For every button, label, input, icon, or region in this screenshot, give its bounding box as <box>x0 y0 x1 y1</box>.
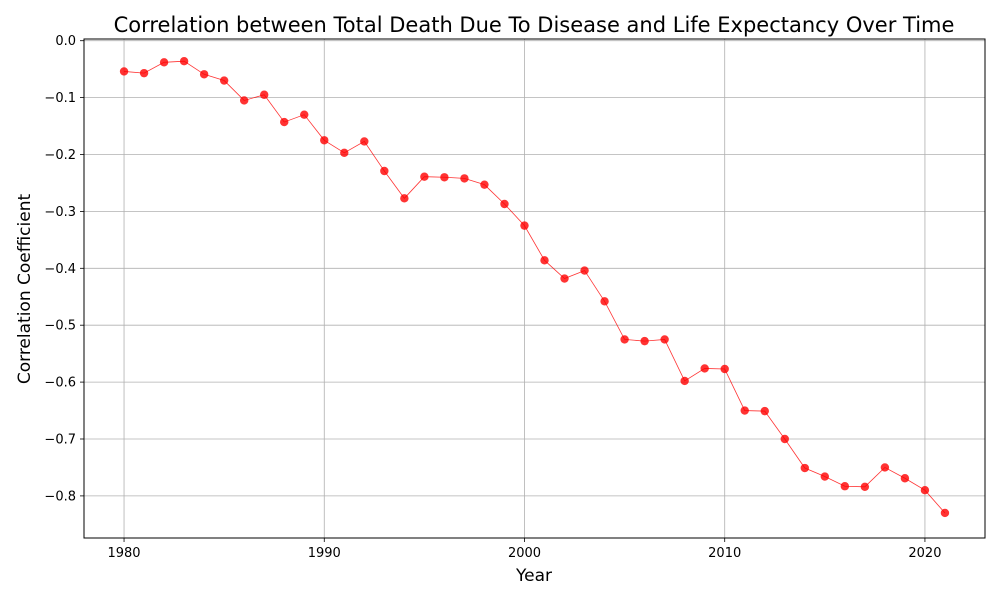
data-point <box>720 364 729 374</box>
data-point <box>460 174 469 183</box>
x-tick-label: 1990 <box>308 546 341 561</box>
data-point <box>560 274 569 283</box>
data-point <box>580 266 589 275</box>
x-tick-label: 1980 <box>107 546 140 561</box>
data-point <box>320 136 329 145</box>
y-axis-title: Correlation Coefficient <box>15 194 35 385</box>
data-point <box>139 68 149 78</box>
x-tick-label: 2000 <box>508 546 541 561</box>
y-tick-label: −0.7 <box>44 432 76 447</box>
grid <box>84 39 985 538</box>
data-point <box>199 70 209 79</box>
data-point <box>500 199 509 209</box>
y-tick-label: −0.5 <box>44 319 76 334</box>
data-point <box>159 58 169 67</box>
data-point <box>300 110 309 119</box>
y-tick-label: 0.0 <box>55 34 76 49</box>
data-point <box>360 137 369 146</box>
data-point <box>239 96 249 105</box>
data-point <box>400 194 409 203</box>
data-point <box>440 173 449 182</box>
series-line-group <box>119 56 950 518</box>
data-point <box>880 463 890 472</box>
data-point <box>340 148 349 157</box>
data-point <box>540 256 549 265</box>
data-point <box>920 486 930 495</box>
data-point <box>280 117 289 127</box>
data-point <box>680 376 689 386</box>
data-point <box>380 166 389 176</box>
data-point <box>520 221 529 230</box>
y-tick-label: −0.4 <box>44 262 76 277</box>
data-point <box>480 180 489 189</box>
data-point <box>760 406 769 416</box>
y-tick-label: −0.3 <box>44 205 76 220</box>
data-point <box>260 90 269 99</box>
axis-ticks: 1980 1990 2000 2010 2020 0.0 −0.1 −0.2 −0.3 −0.4 −… <box>44 34 941 561</box>
data-point <box>600 297 609 306</box>
data-point <box>219 76 229 85</box>
data-point <box>179 56 189 66</box>
data-point <box>840 482 850 491</box>
data-point <box>800 463 809 473</box>
data-point <box>620 335 629 344</box>
y-tick-label: −0.8 <box>44 489 76 504</box>
data-point <box>660 335 669 344</box>
x-tick-label: 2020 <box>908 546 941 561</box>
chart-title: Correlation between Total Death Due To D… <box>114 13 955 37</box>
y-tick-label: −0.6 <box>44 376 76 391</box>
data-point <box>119 67 129 76</box>
data-point <box>940 508 950 518</box>
data-point <box>700 364 709 373</box>
y-tick-label: −0.1 <box>44 91 76 106</box>
data-point <box>640 336 649 346</box>
data-point <box>900 474 910 483</box>
x-tick-label: 2010 <box>708 546 741 561</box>
y-tick-label: −0.2 <box>44 148 76 163</box>
data-point <box>820 472 830 481</box>
data-point <box>740 406 749 415</box>
x-axis-title: Year <box>515 566 552 586</box>
data-point <box>860 482 870 491</box>
plot-frame <box>83 38 986 539</box>
data-point <box>780 434 789 444</box>
data-point <box>420 172 429 181</box>
